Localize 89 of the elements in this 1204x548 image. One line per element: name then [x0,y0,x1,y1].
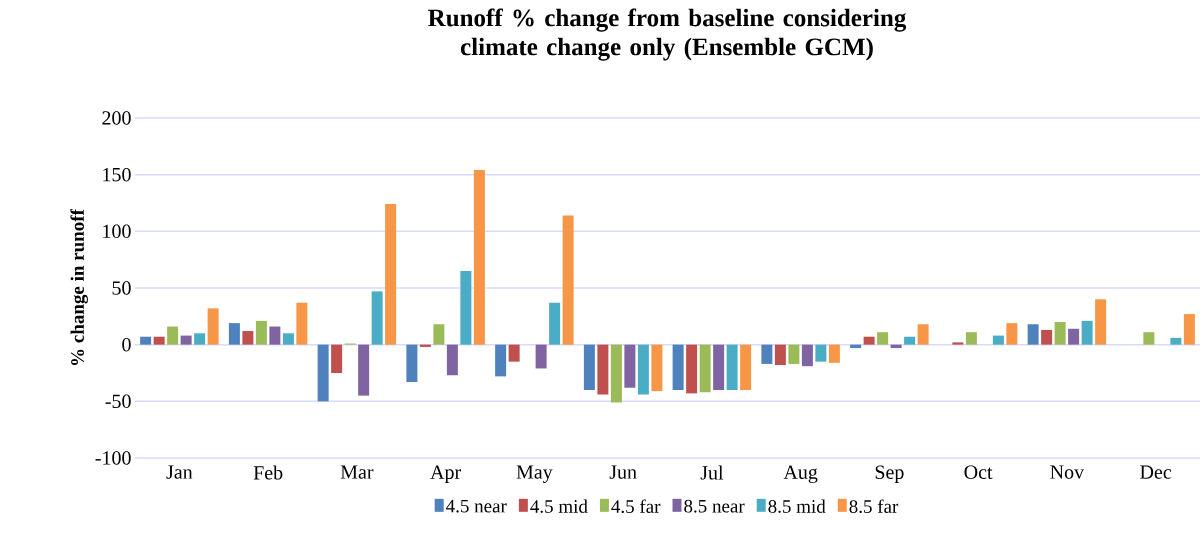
bar [672,344,684,390]
legend-label: 8.5 far [849,499,899,514]
bar [562,215,574,345]
bar [1054,321,1066,345]
bar [1170,337,1182,345]
bar [1095,299,1107,345]
bar [549,302,561,345]
bar [473,170,485,345]
legend-label: 8.5 mid [768,499,826,513]
bar [140,336,152,345]
y-tick-label: -50 [105,394,131,409]
y-tick-label: 200 [102,111,131,125]
bar [1027,324,1039,345]
bar [242,331,254,345]
x-tick-label: Mar [340,465,374,479]
bar [1006,323,1018,345]
bar [686,344,698,394]
bar [761,344,773,364]
bar [815,344,827,362]
legend-label: 4.5 near [446,499,507,513]
y-tick-label: 150 [103,167,131,182]
bar [331,344,343,373]
bar [167,326,179,345]
bar [1081,320,1093,345]
x-tick-label: Jan [166,465,193,479]
bar [726,344,738,390]
bar [1183,314,1195,345]
x-tick-label: Nov [1050,465,1085,479]
bar [597,344,609,395]
bar [1143,332,1155,345]
y-tick-label: 100 [103,224,131,239]
bar [965,332,977,345]
legend-label: 4.5 far [611,499,661,514]
bar [180,335,192,345]
bar [317,344,329,402]
bar [282,333,294,345]
bar [917,324,929,345]
legend-label: 8.5 near [684,499,745,513]
bar [992,335,1004,345]
bar [863,336,875,345]
bar [194,333,206,345]
bar [877,332,889,345]
bar [624,344,636,388]
bar [406,344,418,383]
y-tick-label: 50 [112,281,131,295]
bar [296,302,308,345]
bar [740,344,752,390]
x-tick-label: Feb [253,465,283,480]
bar [535,344,547,369]
x-tick-label: Dec [1140,465,1172,479]
bar [637,344,649,395]
bar [358,344,370,396]
bar [1041,329,1053,345]
bar [828,344,840,363]
y-tick-label: -100 [95,451,131,465]
bar [651,344,663,392]
x-tick-label: Jun [609,465,637,479]
x-tick-label: May [516,465,553,483]
bar [371,291,383,345]
bar [788,344,800,364]
x-tick-label: Aug [783,465,818,484]
bar [269,326,281,345]
bar [153,336,165,345]
bar [508,344,520,362]
bar [228,323,240,345]
y-tick-label: 0 [122,337,131,352]
x-tick-label: Apr [430,465,461,483]
bar [904,336,916,345]
bar [433,324,445,345]
x-tick-label: Jul [700,465,724,480]
bar [952,342,964,345]
chart-title: Runoff % change from baseline considering climate change only (Ensemble GCM) [428,8,907,61]
bar [385,204,397,345]
bar [699,344,711,393]
bar [1068,328,1080,345]
legend-label: 4.5 mid [530,499,588,513]
bar [207,308,219,345]
bar [774,344,786,366]
bar [801,344,813,367]
bar [495,344,507,377]
x-tick-label: Oct [964,465,993,479]
bar [255,320,267,345]
bar [583,344,595,390]
x-tick-label: Sep [875,465,904,484]
bar [460,270,472,345]
bar [713,344,725,390]
bar [610,344,622,403]
y-axis-title: % change in runoff [70,208,88,365]
bar [446,344,458,376]
